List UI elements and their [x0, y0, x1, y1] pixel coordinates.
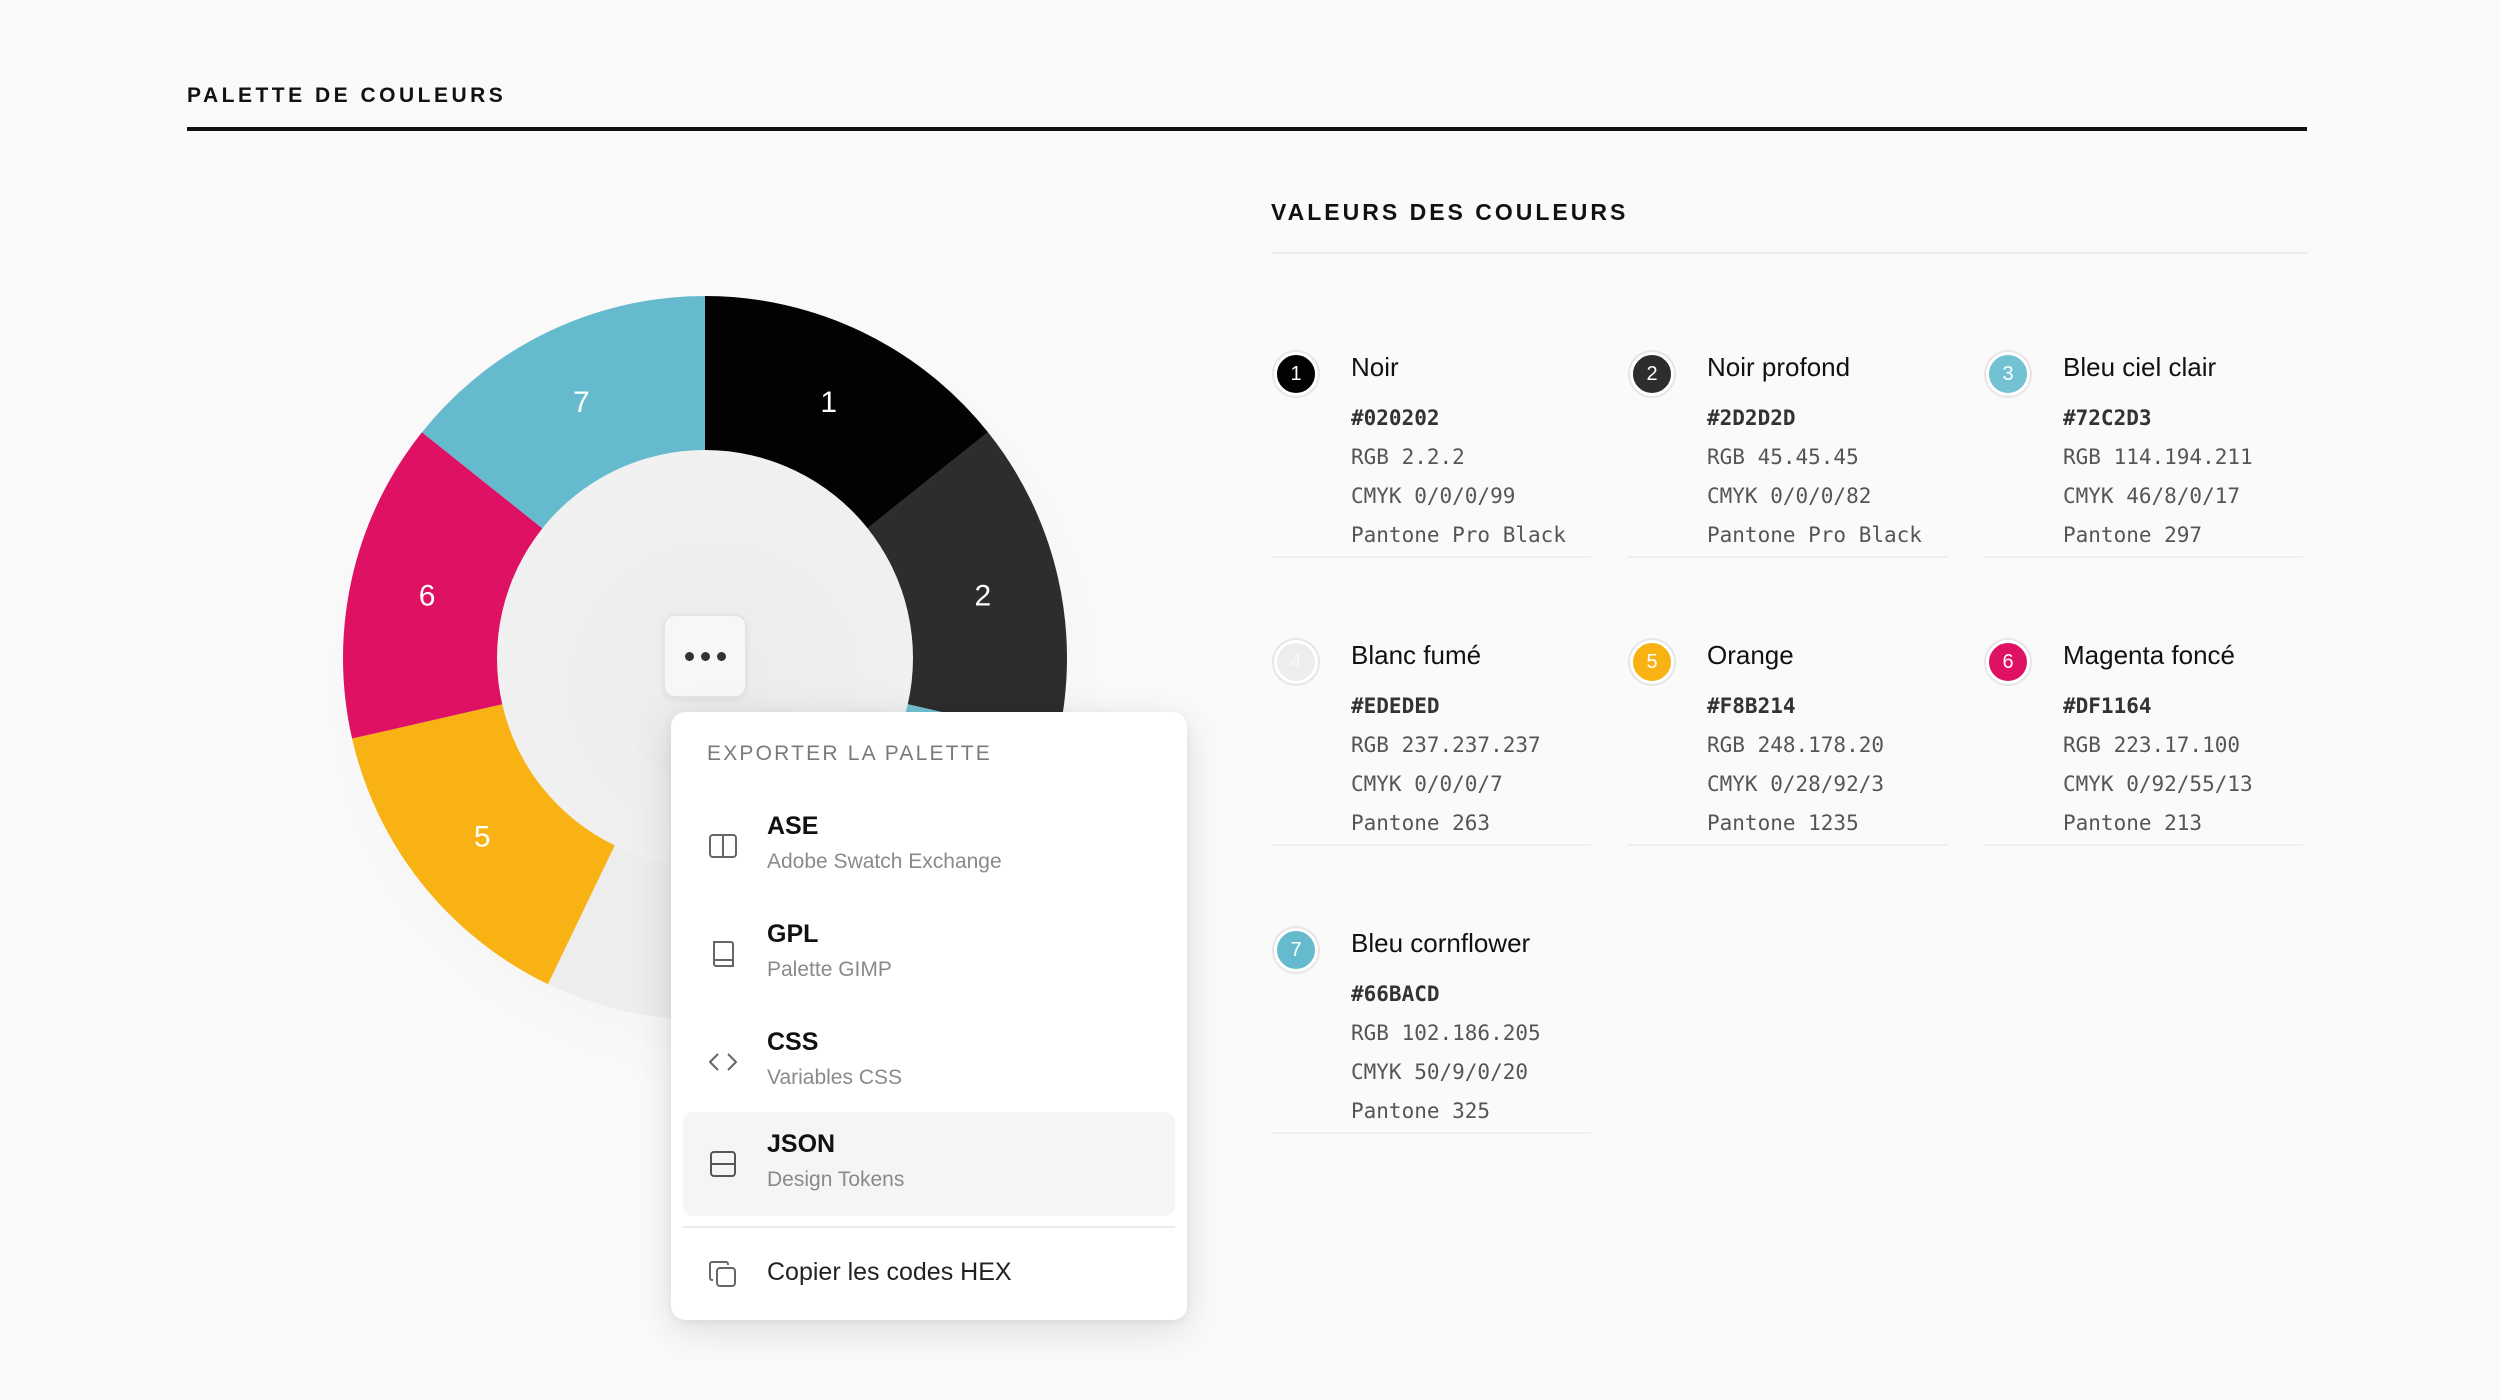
- color-hex: #DF1164: [2063, 694, 2152, 718]
- export-menu-heading: EXPORTER LA PALETTE: [707, 742, 992, 765]
- color-pantone: Pantone 213: [2063, 811, 2203, 835]
- color-rgb: RGB 237.237.237: [1351, 733, 1541, 757]
- color-cmyk: CMYK 0/0/0/99: [1351, 484, 1516, 508]
- export-ase-subtitle: Adobe Swatch Exchange: [767, 850, 1002, 873]
- color-hex: #2D2D2D: [1707, 406, 1796, 430]
- color-name: Bleu cornflower: [1351, 928, 1531, 958]
- color-rgb: RGB 248.178.20: [1707, 733, 1885, 757]
- color-hex: #020202: [1351, 406, 1440, 430]
- color-name: Magenta foncé: [2063, 640, 2236, 670]
- color-swatch: 1: [1274, 352, 1318, 396]
- export-json-item[interactable]: JSON Design Tokens: [683, 1112, 1175, 1216]
- color-swatch: 3: [1986, 352, 2030, 396]
- color-card[interactable]: 7 Bleu cornflower #66BACD RGB 102.186.205 CM…: [1271, 894, 1591, 1134]
- color-rgb: RGB 102.186.205: [1351, 1021, 1541, 1045]
- color-cmyk: CMYK 0/28/92/3: [1707, 772, 1885, 796]
- color-card[interactable]: 1 Noir #020202 RGB 2.2.2 CMYK 0/0/0/99 Panton…: [1271, 318, 1591, 558]
- color-swatch: 7: [1274, 928, 1318, 972]
- color-pantone: Pantone 1235: [1707, 811, 1859, 835]
- export-css-subtitle: Variables CSS: [767, 1066, 903, 1089]
- copy-hex-button[interactable]: Copier les codes HEX: [683, 1234, 1175, 1314]
- color-pantone: Pantone Pro Black: [1707, 523, 1922, 547]
- values-title: VALEURS DES COULEURS: [1271, 199, 1629, 225]
- copy-icon: [709, 1261, 736, 1287]
- donut-segment-label: 5: [474, 821, 491, 854]
- color-name: Bleu ciel clair: [2063, 352, 2217, 382]
- color-cmyk: CMYK 46/8/0/17: [2063, 484, 2241, 508]
- color-swatch: 6: [1986, 640, 2030, 684]
- export-ase-title: ASE: [767, 812, 819, 840]
- page-title: PALETTE DE COULEURS: [187, 84, 507, 107]
- donut-segment-1[interactable]: [705, 296, 989, 529]
- code-icon: [709, 1053, 737, 1071]
- export-css-item[interactable]: CSS Variables CSS: [683, 1010, 1175, 1114]
- color-name: Noir: [1351, 352, 1399, 382]
- export-ase-item[interactable]: ASE Adobe Swatch Exchange: [683, 794, 1175, 898]
- export-gpl-subtitle: Palette GIMP: [767, 958, 892, 981]
- values-divider: [1271, 252, 2307, 254]
- more-options-button[interactable]: [663, 614, 747, 698]
- color-name: Blanc fumé: [1351, 640, 1482, 670]
- color-cmyk: CMYK 0/92/55/13: [2063, 772, 2253, 796]
- color-hex: #F8B214: [1707, 694, 1796, 718]
- donut-segment-label: 6: [419, 580, 436, 613]
- color-cmyk: CMYK 0/0/0/82: [1707, 484, 1872, 508]
- color-rgb: RGB 2.2.2: [1351, 445, 1465, 469]
- export-json-title: JSON: [767, 1130, 836, 1158]
- donut-segment-6[interactable]: [343, 432, 543, 739]
- color-pantone: Pantone 325: [1351, 1099, 1491, 1123]
- donut-segment-5[interactable]: [352, 704, 615, 985]
- copy-hex-label: Copier les codes HEX: [767, 1258, 1012, 1286]
- color-swatch: 4: [1274, 640, 1318, 684]
- color-name: Orange: [1707, 640, 1794, 670]
- book-icon: [713, 941, 734, 967]
- menu-divider: [683, 1226, 1175, 1228]
- color-swatch: 5: [1630, 640, 1674, 684]
- columns-icon: [709, 834, 737, 858]
- title-divider: [187, 127, 2307, 131]
- color-swatch: 2: [1630, 352, 1674, 396]
- donut-segment-label: 2: [975, 580, 992, 613]
- color-pantone: Pantone 263: [1351, 811, 1491, 835]
- color-cmyk: CMYK 0/0/0/7: [1351, 772, 1503, 796]
- color-rgb: RGB 114.194.211: [2063, 445, 2253, 469]
- color-rgb: RGB 223.17.100: [2063, 733, 2241, 757]
- color-card[interactable]: 3 Bleu ciel clair #72C2D3 RGB 114.194.211 CM…: [1983, 318, 2303, 558]
- color-card[interactable]: 2 Noir profond #2D2D2D RGB 45.45.45 CMYK 0/0…: [1627, 318, 1947, 558]
- color-hex: #EDEDED: [1351, 694, 1440, 718]
- color-card[interactable]: 4 Blanc fumé #EDEDED RGB 237.237.237 CMYK 0/…: [1271, 606, 1591, 846]
- color-rgb: RGB 45.45.45: [1707, 445, 1859, 469]
- color-pantone: Pantone Pro Black: [1351, 523, 1566, 547]
- more-horizontal-icon: [684, 651, 726, 661]
- export-css-title: CSS: [767, 1028, 819, 1056]
- color-hex: #66BACD: [1351, 982, 1440, 1006]
- donut-segment-7[interactable]: [421, 296, 705, 529]
- export-json-subtitle: Design Tokens: [767, 1168, 905, 1191]
- color-name: Noir profond: [1707, 352, 1851, 382]
- export-menu: EXPORTER LA PALETTE ASE Adobe Swatch Exc…: [671, 712, 1187, 1320]
- donut-segment-label: 1: [820, 386, 837, 419]
- color-cmyk: CMYK 50/9/0/20: [1351, 1060, 1529, 1084]
- donut-segment-2[interactable]: [867, 432, 1067, 739]
- color-hex: #72C2D3: [2063, 406, 2152, 430]
- export-gpl-item[interactable]: GPL Palette GIMP: [683, 902, 1175, 1006]
- color-pantone: Pantone 297: [2063, 523, 2203, 547]
- color-card[interactable]: 6 Magenta foncé #DF1164 RGB 223.17.100 CMYK …: [1983, 606, 2303, 846]
- export-gpl-title: GPL: [767, 920, 819, 948]
- layout-icon: [710, 1151, 736, 1177]
- donut-segment-label: 7: [573, 386, 590, 419]
- color-card[interactable]: 5 Orange #F8B214 RGB 248.178.20 CMYK 0/28/92…: [1627, 606, 1947, 846]
